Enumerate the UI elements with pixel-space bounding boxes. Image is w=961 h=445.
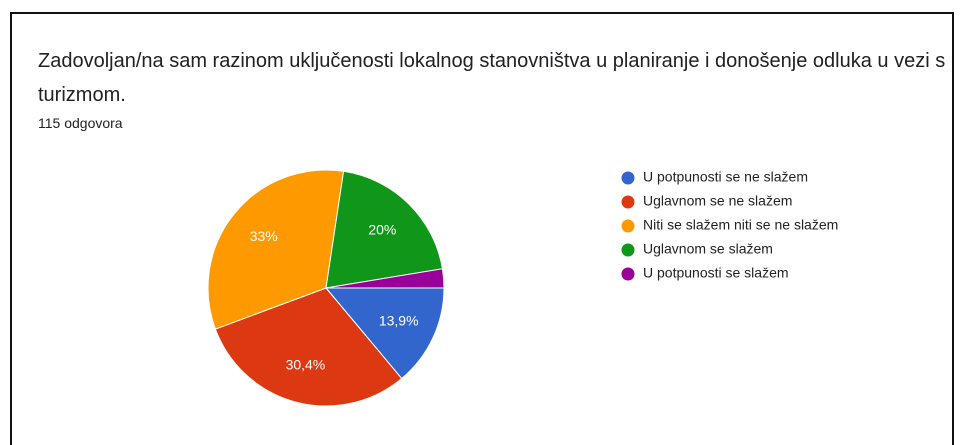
legend-label: Niti se slažem niti se ne slažem [643,217,838,233]
pie-slice [325,268,445,289]
slice-label: 13,9% [379,313,419,329]
pie-slice [324,287,445,380]
legend-swatch [621,195,635,209]
pie-slice [214,287,403,407]
pie-slice [207,169,345,330]
chart-title: Zadovoljan/na sam razinom uključenosti l… [38,50,946,106]
slice-label: 30,4% [286,356,326,372]
slice-label: 20% [368,222,396,238]
slice-label: 33% [250,228,278,244]
legend-swatch [621,243,635,257]
chart-subtitle: 115 odgovora [38,115,123,131]
legend-swatch [621,171,635,185]
legend-label: U potpunosti se slažem [643,265,789,281]
legend-label: Uglavnom se ne slažem [643,193,792,209]
legend-swatch [621,219,635,233]
card [10,12,954,445]
pie-slice [325,170,444,289]
legend-label: Uglavnom se slažem [643,241,773,257]
legend-swatch [621,267,635,281]
legend-label: U potpunosti se ne slažem [643,169,808,185]
